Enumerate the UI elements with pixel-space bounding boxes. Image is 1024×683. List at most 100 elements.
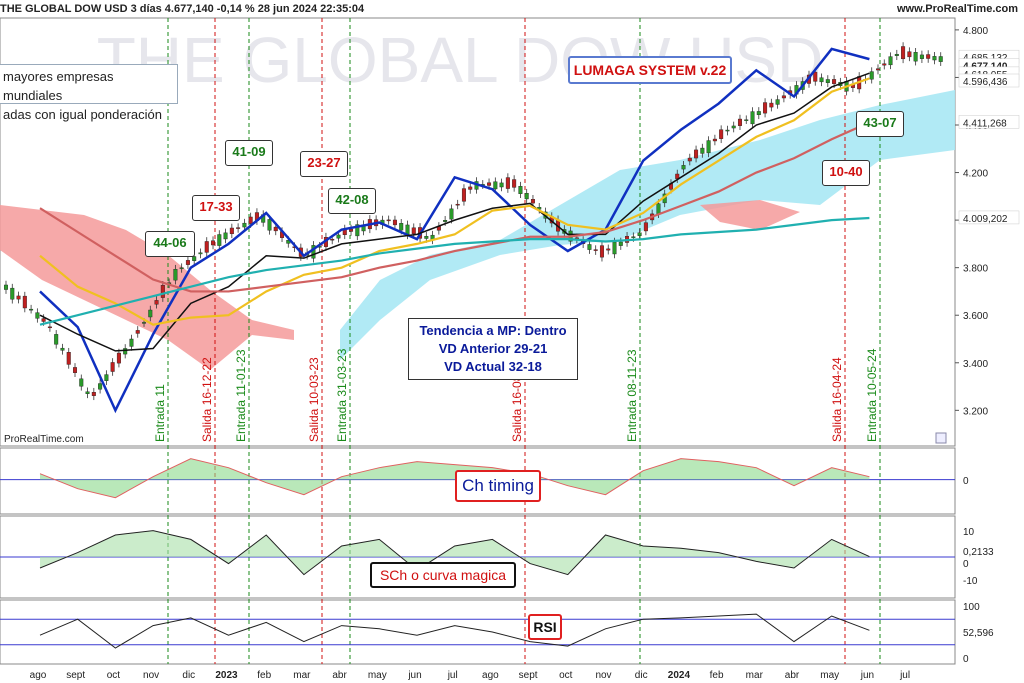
x-axis-label: oct [559,670,573,681]
x-axis-label: sept [519,670,538,681]
candle-body [135,330,140,334]
candle-body [66,352,71,365]
cloud-bearish-2 [700,200,800,230]
candle-body [756,111,761,116]
candle-body [236,227,241,229]
score-label-2: 17-33 [192,195,240,221]
candle-body [229,227,234,235]
price-tick-label: 3.200 [963,406,988,417]
sch-axis-label: 10 [963,527,975,538]
x-axis-label: mar [746,670,764,681]
candle-body [599,245,604,258]
candle-body [3,284,8,290]
ch-timing-label: Ch timing [455,470,541,502]
candle-body [468,186,473,190]
price-tick-label: 3.800 [963,264,988,275]
candle-body [907,51,912,58]
score-label-2-text: 17-33 [199,199,233,214]
candle-body [386,219,391,222]
description-box: mayores empresas mundiales adas con igua… [0,64,178,122]
score-label-1: 44-06 [145,231,195,257]
candle-body [769,102,774,108]
rsi-panel [0,599,956,665]
rsi-axis-label: 100 [963,602,980,613]
candle-body [148,309,153,318]
score-label-5: 42-08 [328,188,376,214]
signal-label: Entrada 08-11-23 [625,349,639,442]
chart-header: THE GLOBAL DOW USD 3 días 4.677,140 -0,1… [0,0,1024,18]
candle-body [104,374,109,381]
candle-body [10,287,15,300]
x-axis-label: ago [30,670,47,681]
x-axis-label: 2023 [215,670,238,681]
candle-body [618,241,623,246]
candle-body [273,226,278,232]
sch-axis-label: 0 [963,559,969,570]
system-label-text: LUMAGA SYSTEM v.22 [573,62,727,78]
candle-body [869,71,874,80]
candle-body [913,52,918,62]
candle-body [719,129,724,139]
sch-area [40,530,870,575]
score-label-6: 10-40 [822,160,870,186]
candle-body [173,269,178,281]
yellow-ma-line [39,77,870,326]
x-axis-label: nov [595,670,611,681]
score-label-3: 41-09 [225,140,273,166]
candle-body [932,56,937,61]
candle-body [22,295,27,309]
candle-body [518,185,523,194]
candle-body [781,95,786,99]
signal-label: Entrada 11-01-23 [234,349,248,442]
candle-body [455,203,460,206]
score-label-3-text: 41-09 [232,144,266,159]
x-axis-label: abr [332,670,347,681]
price-tick-label: 3.600 [963,311,988,322]
price-badge [958,210,1020,225]
x-axis-label: mar [293,670,311,681]
candle-body [675,173,680,179]
candle-body [242,222,247,228]
candle-body [267,219,272,231]
price-badge-label: 4.411,268 [963,118,1007,129]
description-line-1: mayores empresas mundiales [3,69,114,103]
cloud-bearish [0,205,294,370]
candle-body [85,391,90,394]
candle-body [217,234,222,246]
candle-body [129,338,134,347]
score-label-7: 43-07 [856,111,904,137]
ch-timing-area [40,458,870,498]
candle-body [142,322,147,324]
candle-body [643,222,648,232]
candle-body [336,234,341,239]
x-axis-label: jun [860,670,874,681]
candle-body [763,102,768,114]
candle-body [110,362,115,372]
x-axis-label: sept [66,670,85,681]
candle-body [530,199,535,204]
candle-body [750,111,755,125]
signal-label: Entrada 10-05-24 [865,348,879,442]
signal-label: Salida 16-04-24 [830,357,844,442]
x-axis-label: jun [407,670,421,681]
x-axis-label: dic [635,670,648,681]
candle-body [248,216,253,224]
signal-label: Salida 16-12-22 [200,357,214,442]
score-label-5-text: 42-08 [335,192,369,207]
info-icon [935,432,947,444]
price-tick-label: 4.200 [963,169,988,180]
candle-body [919,54,924,59]
candle-body [825,79,830,83]
candle-body [73,367,78,373]
candle-body [606,248,611,251]
x-axis-label: nov [143,670,159,681]
candle-body [192,256,197,261]
candle-body [888,56,893,66]
prorealtime-url: www.ProRealTime.com [896,3,1018,15]
candle-body [512,179,517,188]
candle-body [631,236,636,238]
x-axis-label: abr [785,670,800,681]
candle-body [349,228,354,232]
x-axis-label: jul [899,670,910,681]
prorealtime-watermark: ProRealTime.com [4,434,84,445]
